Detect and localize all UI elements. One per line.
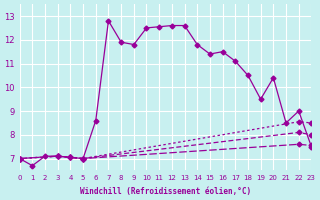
X-axis label: Windchill (Refroidissement éolien,°C): Windchill (Refroidissement éolien,°C) bbox=[80, 187, 251, 196]
